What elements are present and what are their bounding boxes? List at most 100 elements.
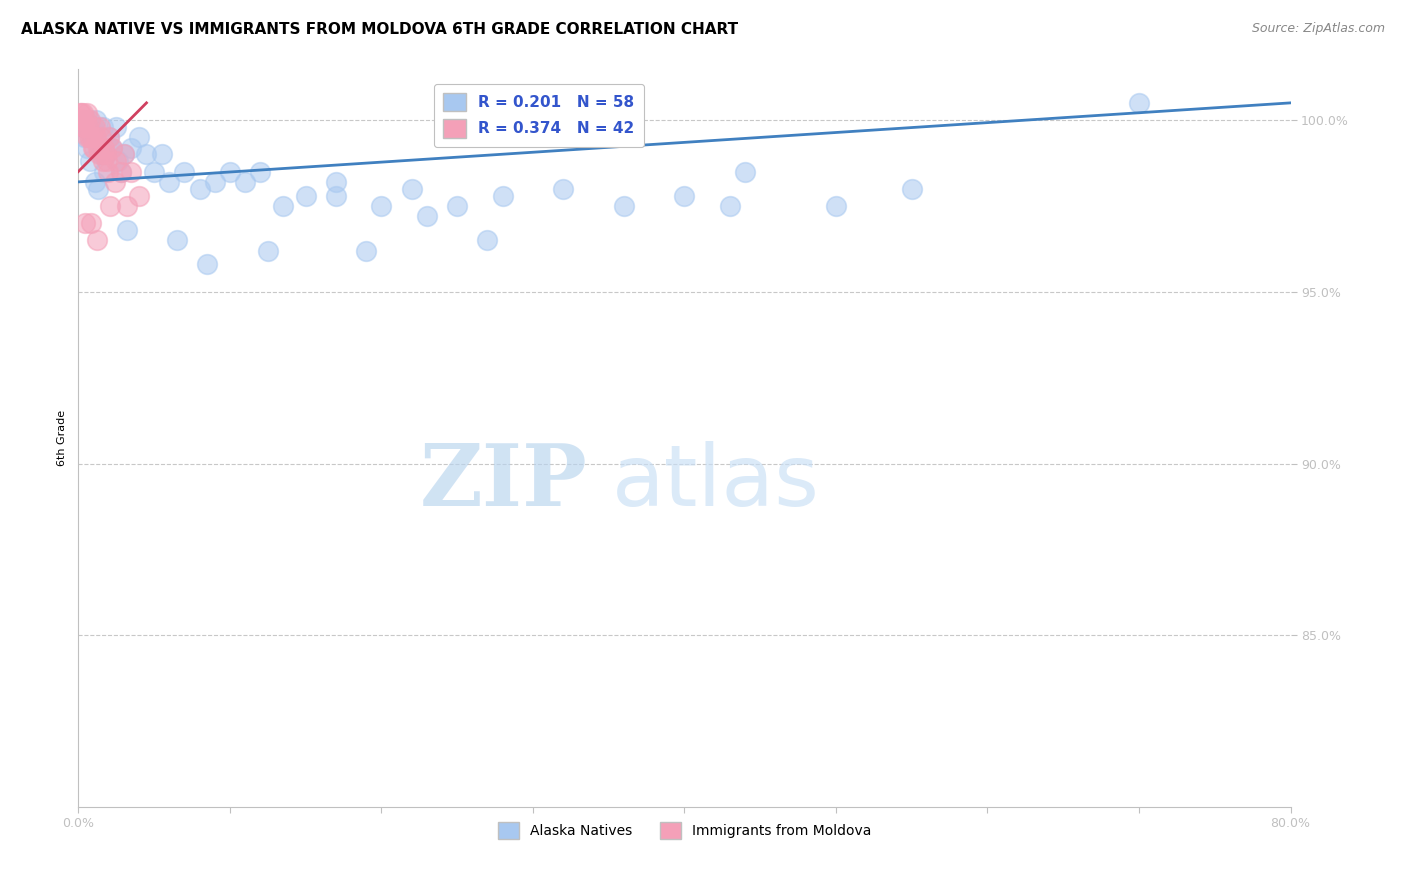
- Point: [110, 164, 132, 178]
- Point: [673, 188, 696, 202]
- Point: [188, 182, 211, 196]
- Point: [105, 120, 128, 134]
- Point: [416, 209, 439, 223]
- Point: [613, 199, 636, 213]
- Point: [98, 199, 121, 213]
- Point: [233, 175, 256, 189]
- Point: [84, 175, 107, 189]
- Point: [218, 164, 240, 178]
- Point: [128, 188, 150, 202]
- Point: [82, 120, 104, 134]
- Point: [96, 154, 118, 169]
- Point: [91, 147, 114, 161]
- Point: [93, 164, 115, 178]
- Point: [734, 164, 756, 178]
- Text: Source: ZipAtlas.com: Source: ZipAtlas.com: [1251, 22, 1385, 36]
- Point: [69, 106, 91, 120]
- Point: [86, 113, 108, 128]
- Point: [325, 188, 347, 202]
- Point: [370, 199, 392, 213]
- Point: [166, 233, 188, 247]
- Point: [173, 164, 195, 178]
- Legend: Alaska Natives, Immigrants from Moldova: Alaska Natives, Immigrants from Moldova: [492, 816, 876, 845]
- Point: [89, 120, 111, 134]
- Point: [75, 113, 97, 128]
- Point: [84, 120, 107, 134]
- Point: [91, 154, 114, 169]
- Point: [70, 113, 93, 128]
- Point: [825, 199, 848, 213]
- Point: [80, 130, 103, 145]
- Point: [94, 147, 117, 161]
- Point: [249, 164, 271, 178]
- Point: [70, 113, 93, 128]
- Point: [120, 140, 142, 154]
- Point: [79, 113, 101, 128]
- Point: [195, 257, 218, 271]
- Point: [491, 188, 513, 202]
- Point: [93, 140, 115, 154]
- Point: [90, 147, 112, 161]
- Point: [157, 175, 180, 189]
- Point: [271, 199, 294, 213]
- Point: [97, 130, 120, 145]
- Point: [294, 188, 316, 202]
- Text: atlas: atlas: [612, 441, 820, 524]
- Point: [83, 140, 105, 154]
- Point: [1128, 95, 1150, 110]
- Point: [97, 164, 120, 178]
- Point: [77, 113, 100, 128]
- Point: [98, 140, 121, 154]
- Point: [87, 182, 110, 196]
- Point: [90, 130, 112, 145]
- Point: [900, 182, 922, 196]
- Point: [112, 147, 135, 161]
- Point: [256, 244, 278, 258]
- Point: [135, 147, 157, 161]
- Point: [69, 106, 91, 120]
- Point: [76, 106, 98, 120]
- Point: [77, 120, 100, 134]
- Point: [89, 140, 111, 154]
- Point: [72, 120, 94, 134]
- Point: [80, 130, 103, 145]
- Point: [107, 154, 129, 169]
- Text: ALASKA NATIVE VS IMMIGRANTS FROM MOLDOVA 6TH GRADE CORRELATION CHART: ALASKA NATIVE VS IMMIGRANTS FROM MOLDOVA…: [21, 22, 738, 37]
- Point: [79, 130, 101, 145]
- Point: [91, 120, 114, 134]
- Point: [112, 147, 135, 161]
- Point: [80, 216, 103, 230]
- Point: [143, 164, 166, 178]
- Point: [79, 154, 101, 169]
- Point: [72, 120, 94, 134]
- Point: [325, 175, 347, 189]
- Point: [104, 175, 127, 189]
- Point: [75, 113, 97, 128]
- Point: [718, 199, 741, 213]
- Point: [100, 140, 122, 154]
- Point: [120, 164, 142, 178]
- Point: [115, 199, 138, 213]
- Point: [86, 233, 108, 247]
- Point: [94, 147, 117, 161]
- Text: ZIP: ZIP: [419, 440, 588, 524]
- Point: [401, 182, 423, 196]
- Point: [553, 182, 575, 196]
- Point: [82, 140, 104, 154]
- Point: [354, 244, 377, 258]
- Point: [75, 216, 97, 230]
- Point: [86, 130, 108, 145]
- Point: [87, 140, 110, 154]
- Point: [77, 130, 100, 145]
- Point: [115, 223, 138, 237]
- Point: [97, 130, 120, 145]
- Point: [73, 130, 96, 145]
- Point: [76, 130, 98, 145]
- Point: [204, 175, 226, 189]
- Point: [105, 154, 128, 169]
- Point: [76, 140, 98, 154]
- Point: [87, 147, 110, 161]
- Point: [100, 140, 122, 154]
- Point: [110, 164, 132, 178]
- Point: [73, 120, 96, 134]
